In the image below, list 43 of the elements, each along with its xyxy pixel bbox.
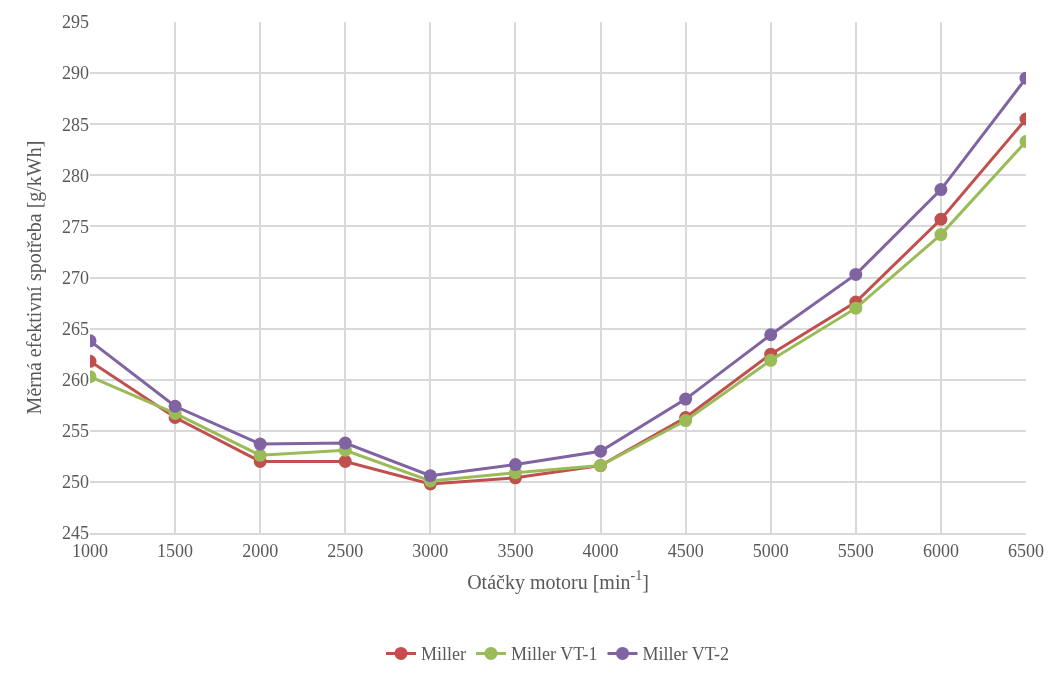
x-tick-label: 6000 (922, 540, 959, 561)
point (253, 437, 267, 451)
y-tick-label: 270 (62, 267, 89, 288)
y-tick-label: 265 (62, 318, 89, 339)
x-tick-label: 3000 (412, 540, 449, 561)
point (253, 448, 267, 462)
point (338, 454, 352, 468)
legend-label: Miller VT-1 (511, 644, 598, 665)
y-tick-label: 295 (62, 12, 89, 33)
point (508, 458, 522, 472)
point (849, 267, 863, 281)
y-axis-title: Měrná efektivní spotřeba [g/kWh] (22, 140, 46, 415)
point (764, 328, 778, 342)
y-tick-label: 250 (62, 472, 89, 493)
x-tick-label: 2500 (327, 540, 364, 561)
legend-label: Miller VT-2 (642, 644, 730, 665)
x-tick-label: 4500 (667, 540, 704, 561)
point (934, 183, 948, 197)
x-tick-label: 6500 (1008, 540, 1044, 561)
point (934, 212, 948, 226)
y-tick-label: 260 (62, 370, 89, 390)
point (168, 399, 182, 413)
point (679, 414, 693, 428)
x-tick-label: 5500 (837, 540, 874, 561)
point (849, 301, 863, 315)
x-tick-label: 2000 (242, 540, 279, 561)
x-tick-label: 4000 (582, 540, 619, 561)
x-tick-label: 1500 (157, 540, 194, 561)
y-tick-label: 290 (62, 63, 89, 84)
point (679, 392, 693, 406)
x-tick-label: 5000 (752, 540, 789, 561)
point (764, 353, 778, 367)
x-axis-title: Otáčky motoru [min$^{-1}$] (467, 568, 649, 594)
point (594, 444, 608, 458)
x-tick-label: 3500 (497, 540, 534, 561)
legend-label: Miller (421, 644, 466, 665)
point (934, 228, 948, 242)
y-tick-label: 275 (62, 216, 89, 237)
point (423, 469, 437, 483)
point (338, 436, 352, 450)
y-tick-label: 285 (62, 114, 89, 135)
y-tick-label: 280 (62, 165, 89, 186)
y-tick-label: 255 (62, 421, 89, 442)
